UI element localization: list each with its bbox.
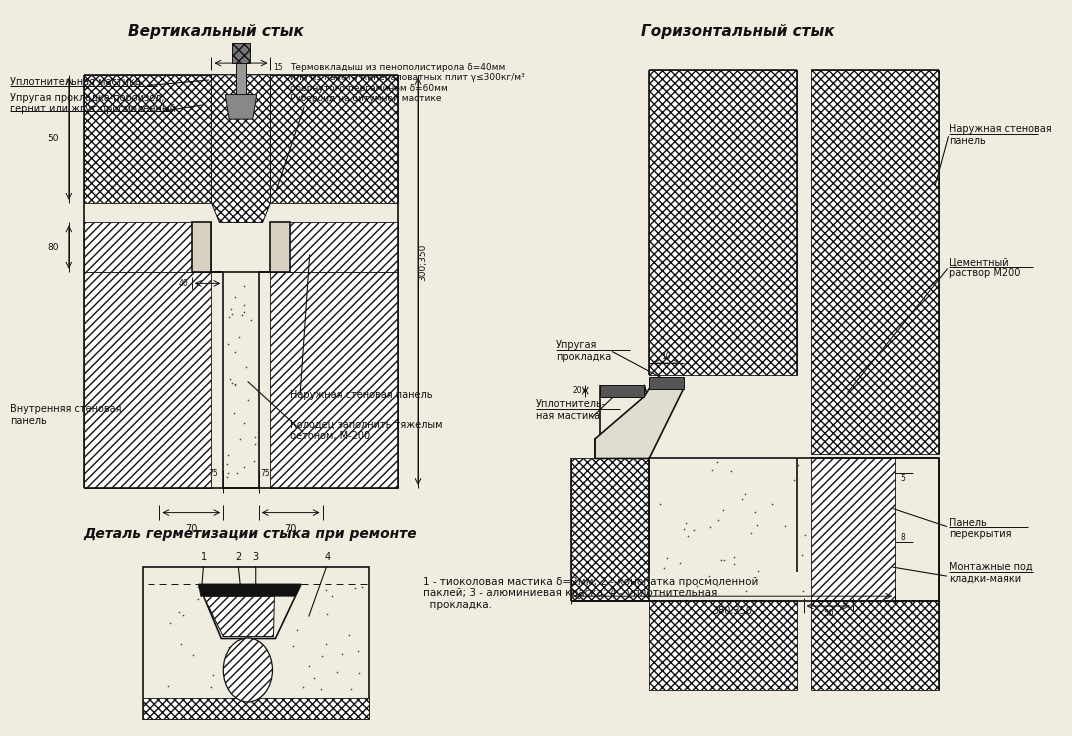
Text: Колодец заполнить тяжелым
бетоном, М-200: Колодец заполнить тяжелым бетоном, М-200 — [291, 419, 443, 441]
Bar — [570, 459, 650, 601]
Text: 70: 70 — [185, 524, 198, 534]
Text: Упругая прокладка-пороизол;
гернит или жгут просмоленный: Упругая прокладка-пороизол; гернит или ж… — [10, 93, 176, 114]
Bar — [84, 75, 211, 202]
Text: 75: 75 — [260, 469, 270, 478]
Bar — [812, 70, 939, 453]
Bar — [223, 272, 258, 488]
Text: Термовкладыш из пенополистирола δ=40мм
или из пакета минераловатных плит γ≤300кг: Термовкладыш из пенополистирола δ=40мм и… — [291, 63, 525, 103]
Text: Внутренняя стеновая
панель: Внутренняя стеновая панель — [10, 404, 121, 426]
Text: Цементный
раствор М200: Цементный раствор М200 — [949, 257, 1021, 278]
Text: Упругая
прокладка: Упругая прокладка — [555, 341, 611, 362]
Text: 50: 50 — [47, 134, 59, 144]
Polygon shape — [204, 596, 274, 637]
Text: 4: 4 — [325, 552, 330, 562]
Polygon shape — [225, 94, 256, 119]
Text: 70: 70 — [284, 524, 296, 534]
Bar — [270, 222, 399, 272]
Text: 3: 3 — [253, 552, 258, 562]
Bar — [812, 459, 895, 601]
Text: Горизонтальный стык: Горизонтальный стык — [641, 24, 834, 39]
Text: 40: 40 — [179, 279, 189, 288]
Text: 1 - тиоколовая мастика δ=2мм; 2 - конопатка просмоленной
паклей; 3 - алюминиевая: 1 - тиоколовая мастика δ=2мм; 2 - конопа… — [423, 576, 758, 609]
Text: 380,350: 380,350 — [713, 606, 753, 616]
Text: 75: 75 — [209, 469, 219, 478]
Bar — [84, 272, 211, 488]
Text: Монтажные под
кладки-маяки: Монтажные под кладки-маяки — [949, 562, 1032, 584]
Polygon shape — [258, 222, 291, 272]
Polygon shape — [198, 584, 301, 639]
Bar — [812, 459, 939, 690]
Text: 8: 8 — [900, 533, 905, 542]
Bar — [600, 385, 644, 397]
Text: 80: 80 — [47, 243, 59, 252]
Text: Деталь герметизации стыка при ремонте: Деталь герметизации стыка при ремонте — [84, 528, 417, 542]
Text: Уплотнительная мастика: Уплотнительная мастика — [10, 77, 140, 87]
Text: 20: 20 — [572, 386, 582, 395]
Text: Наружная стеновая панель: Наружная стеновая панель — [291, 389, 433, 400]
Polygon shape — [192, 222, 223, 272]
Bar — [233, 43, 250, 63]
Text: 2: 2 — [235, 552, 241, 562]
Bar — [650, 459, 796, 690]
Bar — [143, 567, 369, 719]
Text: Панель
перекрытия: Панель перекрытия — [949, 517, 1012, 539]
Text: Вертикальный стык: Вертикальный стык — [129, 24, 304, 39]
Bar — [595, 439, 610, 572]
Text: 1: 1 — [200, 552, 207, 562]
Bar — [270, 272, 399, 488]
Polygon shape — [211, 75, 270, 222]
Bar — [270, 75, 399, 202]
Bar — [650, 377, 684, 389]
Text: 50: 50 — [823, 609, 833, 618]
Polygon shape — [198, 584, 301, 596]
Bar — [236, 46, 245, 110]
Text: Наружная стеновая
панель: Наружная стеновая панель — [949, 124, 1052, 146]
Text: Уплотнитель-
ная мастика: Уплотнитель- ная мастика — [536, 400, 607, 421]
Ellipse shape — [223, 638, 272, 702]
Text: 15: 15 — [273, 63, 283, 71]
Text: 300;350: 300;350 — [418, 244, 428, 281]
Bar — [650, 70, 796, 375]
Bar — [650, 459, 939, 601]
Bar — [143, 698, 369, 719]
Bar — [84, 222, 211, 272]
Text: 10: 10 — [661, 352, 671, 361]
Text: 5: 5 — [900, 474, 905, 483]
Polygon shape — [595, 389, 684, 459]
